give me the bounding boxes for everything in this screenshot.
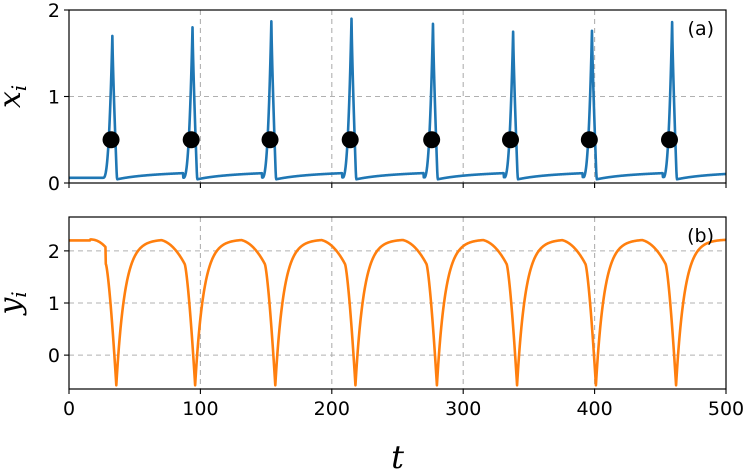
panel-b-grid (69, 217, 726, 389)
y-tick-label: 1 (48, 87, 60, 109)
panel-a-y-axis-label: xi (0, 85, 31, 108)
x-tick-label: 100 (182, 398, 218, 420)
panel-b-y-axis-label: yi (0, 291, 31, 316)
panel-a-xi-plot: 0 1 2 (a) xi (0, 0, 727, 195)
marker-point (423, 131, 441, 149)
y-label-subscript: i (7, 85, 31, 91)
panel-a-markers (102, 131, 678, 149)
y-tick-label: 2 (48, 241, 60, 263)
y-tick-label: 1 (48, 293, 60, 315)
panel-b-series-line (68, 238, 727, 387)
y-tick-label: 2 (48, 0, 60, 22)
x-tick-label: 200 (314, 398, 350, 420)
marker-point (660, 131, 678, 149)
y-tick-label: 0 (48, 173, 60, 195)
marker-point (341, 131, 359, 149)
panel-b-x-ticks: 0 100 200 300 400 500 (63, 389, 744, 420)
y-label-subscript: i (7, 291, 31, 297)
y-tick-label: 0 (48, 345, 60, 367)
x-tick-label: 300 (445, 398, 481, 420)
panel-b-y-ticks: 0 1 2 (48, 241, 69, 367)
x-tick-label: 500 (708, 398, 744, 420)
panel-a-y-ticks: 0 1 2 (48, 0, 69, 195)
panel-a-series-line (68, 17, 727, 181)
x-axis-label: t (391, 438, 404, 474)
panel-a-x-ticks (68, 183, 727, 188)
panel-b-label: (b) (687, 225, 714, 247)
x-tick-label: 400 (576, 398, 612, 420)
marker-point (102, 131, 120, 149)
panel-a-label: (a) (688, 18, 714, 40)
y-label-main: x (0, 91, 28, 108)
x-tick-label: 0 (63, 398, 75, 420)
y-label-main: y (0, 297, 28, 317)
panel-a-grid (69, 10, 726, 183)
panel-b-yi-plot: 0 1 2 0 100 200 300 400 500 (b) yi t (0, 216, 744, 474)
marker-point (261, 131, 279, 149)
marker-point (502, 131, 520, 149)
marker-point (182, 131, 200, 149)
marker-point (580, 131, 598, 149)
